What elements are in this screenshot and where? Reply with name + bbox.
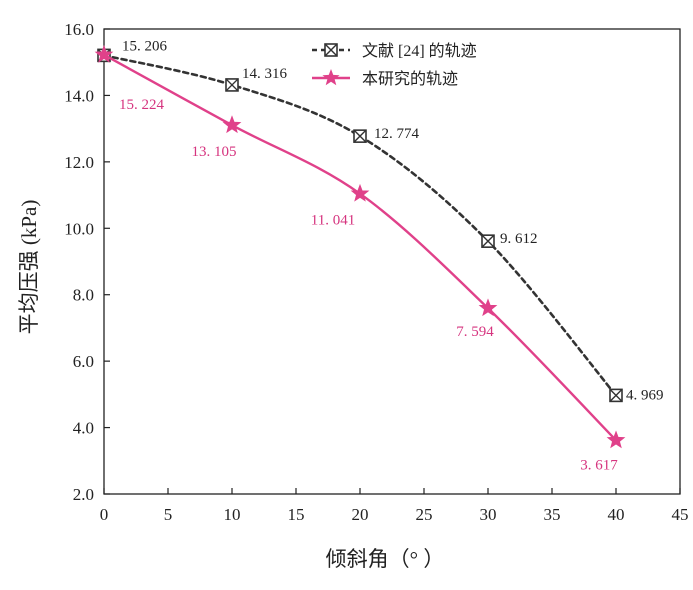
x-axis-label: 倾斜角（° ） [326,547,445,571]
series-layer [94,44,626,449]
data-label: 3. 617 [580,457,618,473]
data-label: 7. 594 [456,324,494,340]
plot-frame [103,28,681,495]
y-tick-label: 14.0 [64,86,94,105]
plot-area [103,28,681,495]
legend-marker-2 [322,69,340,86]
y-tick-label: 8.0 [73,286,94,305]
y-tick-label: 4.0 [73,419,94,438]
series-2-point [222,115,242,134]
data-label: 15. 206 [122,38,168,54]
y-axis-label: 平均压强 (kPa) [17,200,41,335]
data-label: 11. 041 [311,213,355,229]
data-label: 14. 316 [242,66,288,82]
data-labels: 15. 206 14. 316 12. 774 9. 612 4. 969 15. 224… [119,38,664,473]
series-2-point [94,44,114,63]
x-tick-label: 15 [288,505,305,524]
series-1-point [225,78,239,92]
legend-entry-1: 文献 [24] 的轨迹 [362,42,477,60]
x-tick-label: 35 [544,505,561,524]
series-2-point [350,183,370,202]
y-tick-label: 10.0 [64,219,94,238]
x-tick-label: 10 [224,505,241,524]
data-label: 13. 105 [192,144,237,160]
x-tick-label: 5 [164,505,173,524]
series-line-1 [102,54,618,397]
y-tick-label: 6.0 [73,352,94,371]
y-tick-label: 16.0 [64,20,94,39]
legend-entry-2: 本研究的轨迹 [362,70,458,88]
y-tick-label: 2.0 [73,485,94,504]
series-1-point [609,388,623,403]
series-1-point [481,234,495,248]
x-tick-label: 45 [672,505,689,524]
x-tick-label: 0 [100,505,109,524]
series-2-point [606,430,626,449]
series-2-point [478,298,498,317]
data-label: 12. 774 [374,126,420,142]
data-label: 4. 969 [626,387,664,403]
x-tick-label: 40 [608,505,625,524]
x-axis-ticks: 0 5 10 15 20 25 30 35 40 45 [100,488,689,524]
x-tick-label: 30 [480,505,497,524]
legend-marker-1 [324,43,338,57]
y-tick-label: 12.0 [64,153,94,172]
y-axis-ticks: 2.0 4.0 6.0 8.0 10.0 12.0 14.0 16.0 [64,20,110,504]
data-label: 9. 612 [500,231,538,247]
series-line-2 [102,53,618,442]
series-1-point [353,129,367,143]
data-label: 15. 224 [119,97,165,113]
x-tick-label: 25 [416,505,433,524]
x-tick-label: 20 [352,505,369,524]
